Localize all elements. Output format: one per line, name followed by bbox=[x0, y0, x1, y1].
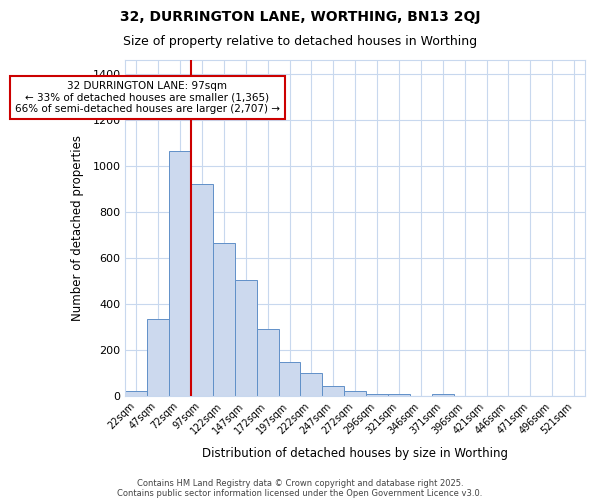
Bar bbox=[147, 319, 169, 396]
Bar bbox=[432, 394, 454, 396]
Bar bbox=[278, 362, 301, 396]
Bar bbox=[344, 391, 366, 396]
Bar bbox=[257, 330, 278, 396]
Y-axis label: Number of detached properties: Number of detached properties bbox=[71, 135, 84, 321]
Bar bbox=[125, 392, 147, 396]
Bar bbox=[213, 243, 235, 396]
Bar bbox=[235, 280, 257, 396]
Text: Contains public sector information licensed under the Open Government Licence v3: Contains public sector information licen… bbox=[118, 488, 482, 498]
Text: 32 DURRINGTON LANE: 97sqm
← 33% of detached houses are smaller (1,365)
66% of se: 32 DURRINGTON LANE: 97sqm ← 33% of detac… bbox=[15, 80, 280, 114]
Bar bbox=[388, 394, 410, 396]
Text: Size of property relative to detached houses in Worthing: Size of property relative to detached ho… bbox=[123, 35, 477, 48]
Bar bbox=[191, 184, 213, 396]
X-axis label: Distribution of detached houses by size in Worthing: Distribution of detached houses by size … bbox=[202, 447, 508, 460]
Text: 32, DURRINGTON LANE, WORTHING, BN13 2QJ: 32, DURRINGTON LANE, WORTHING, BN13 2QJ bbox=[120, 10, 480, 24]
Bar bbox=[301, 373, 322, 396]
Text: Contains HM Land Registry data © Crown copyright and database right 2025.: Contains HM Land Registry data © Crown c… bbox=[137, 478, 463, 488]
Bar bbox=[366, 394, 388, 396]
Bar bbox=[169, 151, 191, 396]
Bar bbox=[322, 386, 344, 396]
